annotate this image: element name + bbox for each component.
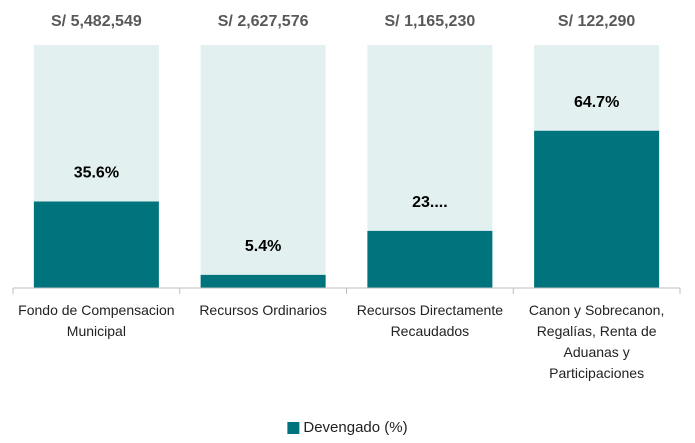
label-line: Municipal bbox=[67, 323, 126, 339]
label-line: Fondo de Compensacion bbox=[18, 302, 174, 318]
bar bbox=[367, 230, 493, 288]
value-label: 35.6% bbox=[74, 165, 119, 182]
bar bbox=[200, 274, 326, 288]
value-label: 5.4% bbox=[245, 238, 281, 255]
x-tick-label: Recursos Ordinarios bbox=[199, 302, 327, 318]
total-label: S/ 2,627,576 bbox=[218, 13, 309, 30]
total-label: S/ 122,290 bbox=[558, 13, 636, 30]
label-line: Recursos Ordinarios bbox=[199, 302, 327, 318]
label-line: Recursos Directamente bbox=[357, 302, 503, 318]
total-label: S/ 5,482,549 bbox=[51, 13, 142, 30]
x-tick-label: Fondo de Compensacion Municipal bbox=[18, 302, 174, 339]
label-line: Participaciones bbox=[549, 365, 644, 381]
legend-label: Devengado (%) bbox=[303, 419, 407, 436]
label-line: Recaudados bbox=[391, 323, 470, 339]
label-line: Canon y Sobrecanon, bbox=[529, 302, 664, 318]
label-line: Aduanas y bbox=[564, 344, 630, 360]
bar bbox=[534, 130, 660, 288]
value-label: 23.... bbox=[412, 194, 448, 211]
background-bar bbox=[200, 45, 326, 288]
x-tick-label: Canon y Sobrecanon, Regalías, Renta de Adu… bbox=[529, 302, 664, 381]
legend-swatch bbox=[287, 422, 300, 434]
total-label: S/ 1,165,230 bbox=[385, 13, 476, 30]
x-tick-label: Recursos Directamente Recaudados bbox=[357, 302, 503, 339]
bar bbox=[33, 201, 159, 288]
value-label: 64.7% bbox=[574, 94, 619, 111]
label-line: Regalías, Renta de bbox=[537, 323, 657, 339]
